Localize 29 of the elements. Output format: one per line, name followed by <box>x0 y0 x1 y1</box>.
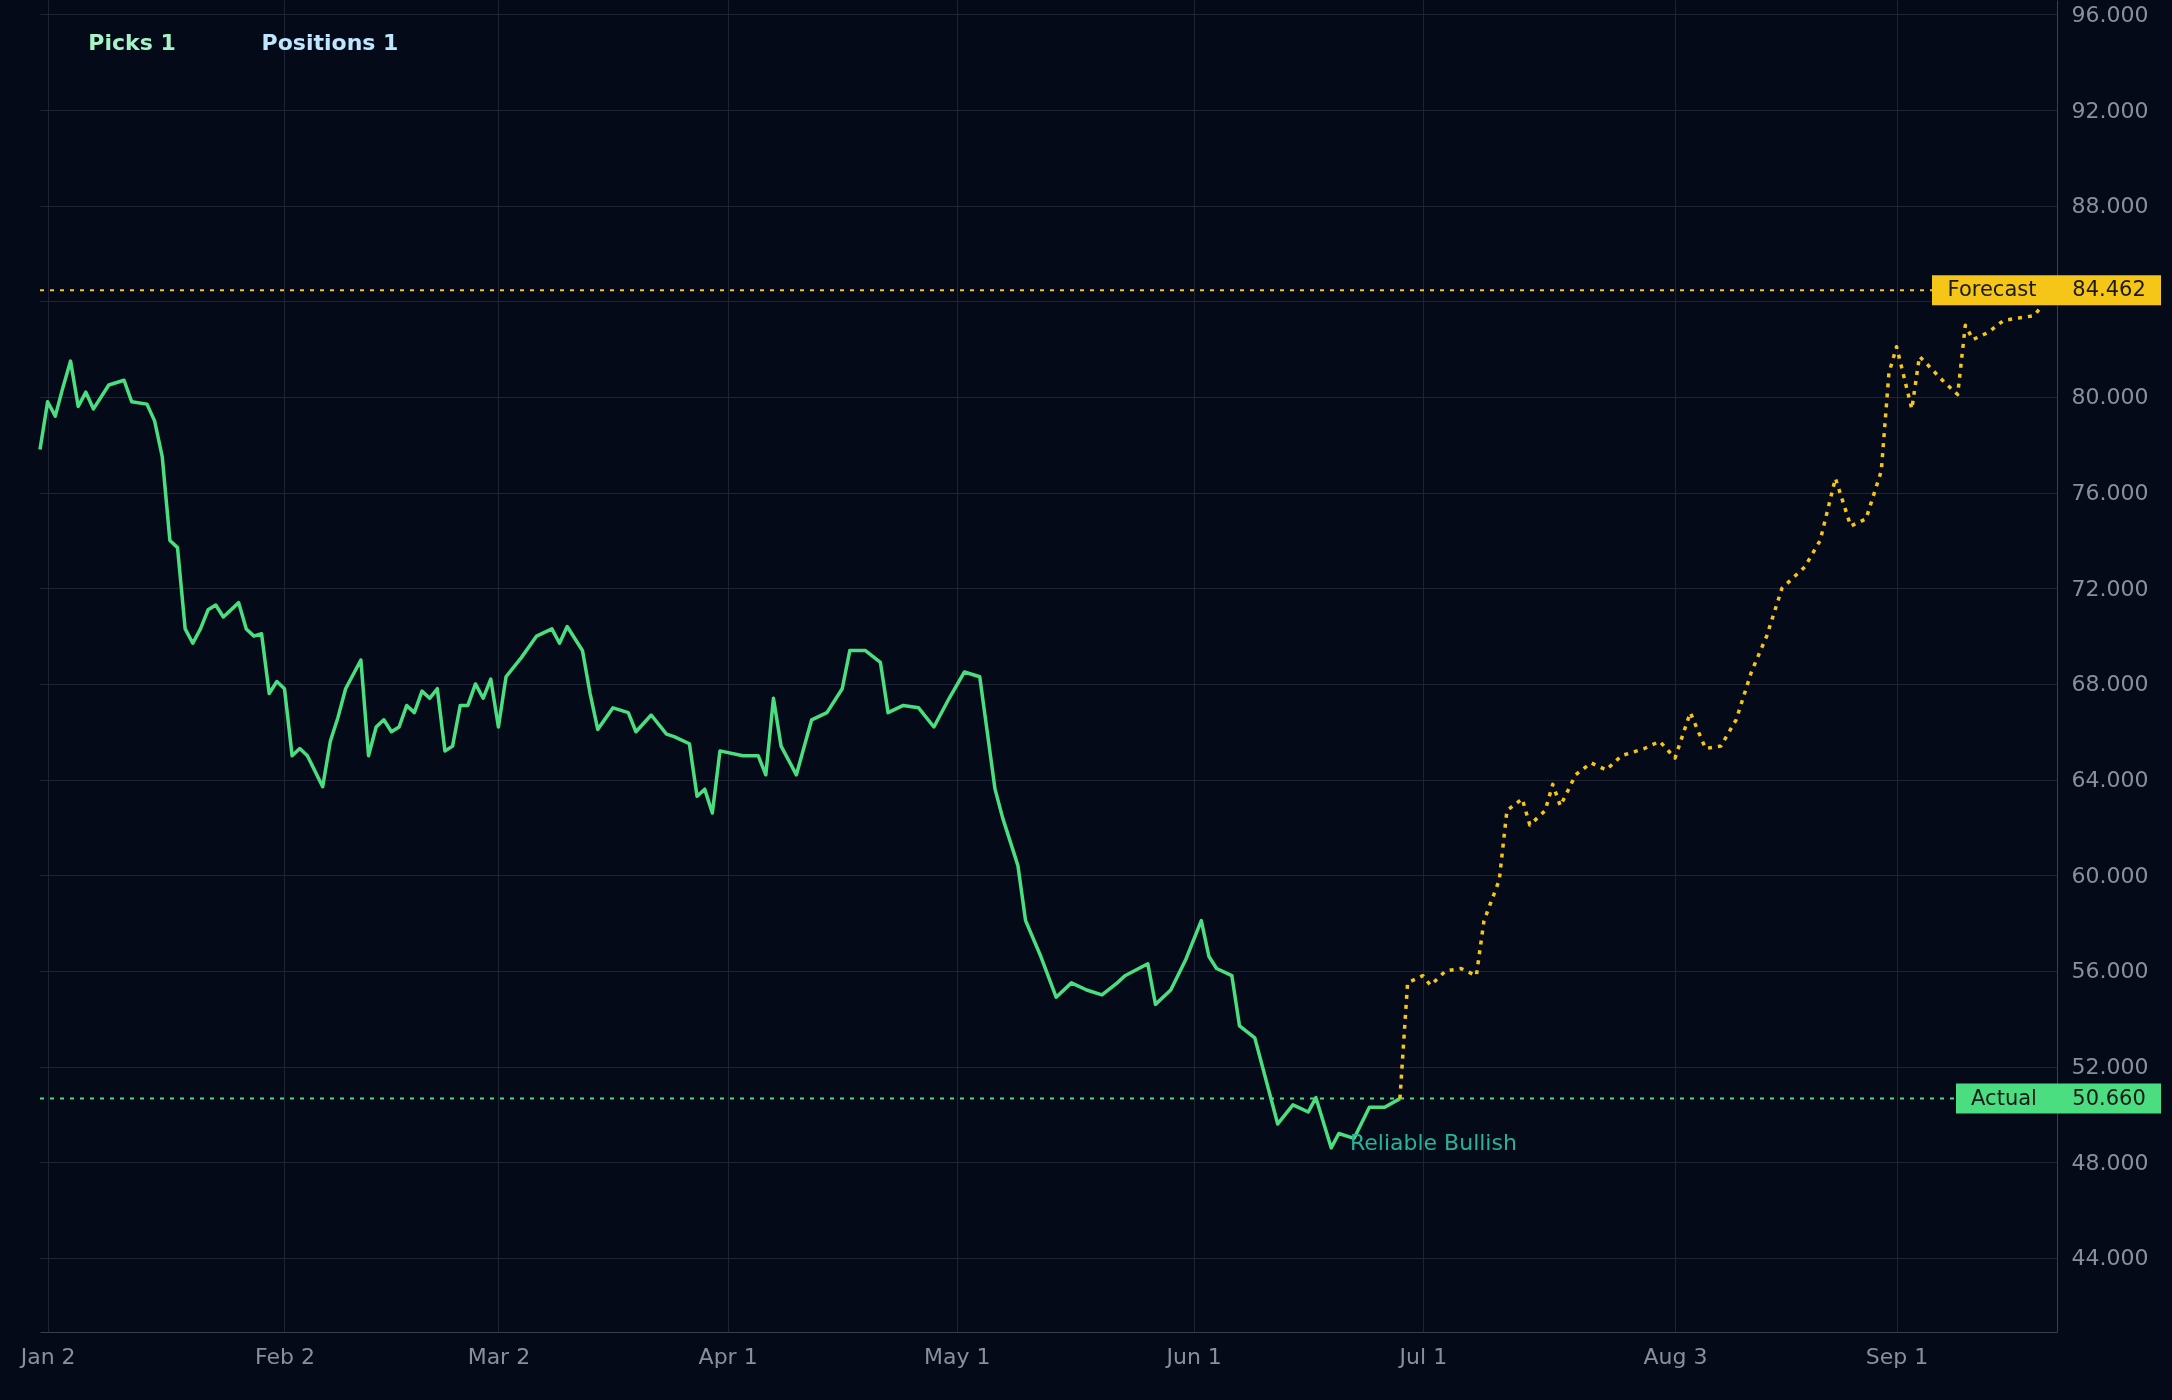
ref-line-label: Actual <box>1971 1085 2037 1110</box>
y-tick-label: 80.000 <box>2071 384 2149 410</box>
x-tick-label: Mar 2 <box>467 1343 531 1369</box>
y-tick-label: 76.000 <box>2071 480 2149 506</box>
y-tick-label: 56.000 <box>2071 958 2149 984</box>
x-tick-label: Aug 3 <box>1643 1343 1708 1369</box>
ref-line-label: Forecast <box>1947 277 2037 302</box>
y-tick-label: 92.000 <box>2071 97 2149 123</box>
y-tick-label: 64.000 <box>2071 767 2149 793</box>
x-tick-label: Apr 1 <box>698 1343 758 1369</box>
y-tick-label: 68.000 <box>2071 671 2149 697</box>
text: 84.462 <box>2072 277 2146 302</box>
x-tick-label: Jan 2 <box>18 1343 76 1369</box>
annotation: Picks 1 <box>88 30 176 55</box>
y-tick-label: 88.000 <box>2071 193 2149 219</box>
y-tick-label: 48.000 <box>2071 1149 2149 1175</box>
annotation: Reliable Bullish <box>1349 1129 1517 1155</box>
y-tick-label: 72.000 <box>2071 575 2149 601</box>
x-tick-label: Jul 1 <box>1397 1343 1448 1369</box>
x-tick-label: Sep 1 <box>1865 1343 1929 1369</box>
y-tick-label: 52.000 <box>2071 1054 2149 1080</box>
y-tick-label: 60.000 <box>2071 862 2149 888</box>
text: 50.660 <box>2072 1085 2146 1110</box>
y-tick-label: 44.000 <box>2071 1245 2149 1271</box>
x-tick-label: Feb 2 <box>255 1343 315 1369</box>
x-tick-label: May 1 <box>924 1343 991 1369</box>
x-tick-label: Jun 1 <box>1164 1343 1222 1369</box>
y-tick-label: 96.000 <box>2071 1 2149 27</box>
annotation: Positions 1 <box>261 30 399 55</box>
